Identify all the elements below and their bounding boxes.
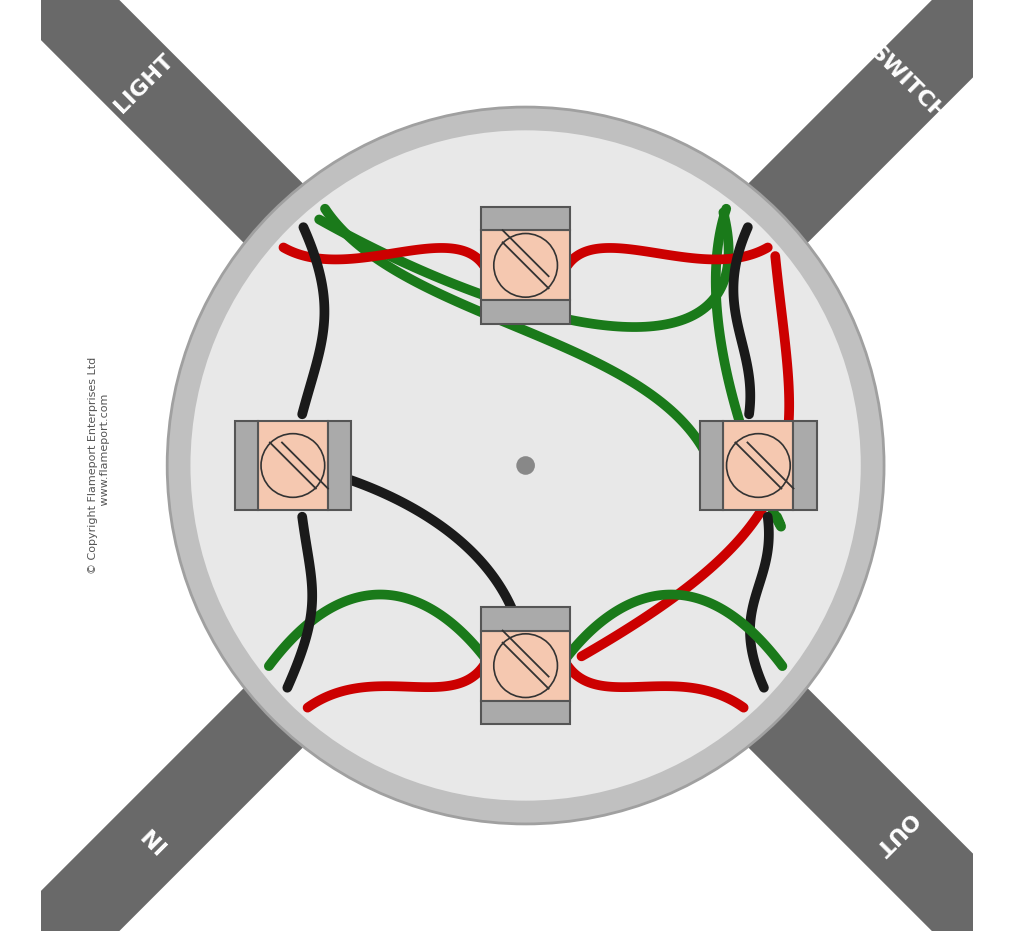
- FancyBboxPatch shape: [328, 421, 351, 510]
- Text: IN: IN: [137, 821, 170, 854]
- FancyBboxPatch shape: [482, 608, 570, 631]
- FancyBboxPatch shape: [482, 208, 570, 231]
- FancyBboxPatch shape: [258, 421, 328, 510]
- Polygon shape: [746, 0, 1014, 245]
- Circle shape: [494, 634, 558, 697]
- Circle shape: [261, 434, 324, 497]
- Polygon shape: [0, 686, 305, 931]
- Circle shape: [494, 234, 558, 297]
- Polygon shape: [746, 686, 1014, 931]
- Circle shape: [516, 456, 535, 475]
- FancyBboxPatch shape: [234, 421, 258, 510]
- Circle shape: [167, 107, 884, 824]
- Text: OUT: OUT: [869, 809, 920, 859]
- Circle shape: [191, 130, 861, 801]
- Text: LIGHT: LIGHT: [111, 50, 177, 117]
- Polygon shape: [0, 0, 305, 245]
- Circle shape: [726, 434, 790, 497]
- FancyBboxPatch shape: [482, 631, 570, 701]
- FancyBboxPatch shape: [482, 231, 570, 301]
- FancyBboxPatch shape: [723, 421, 793, 510]
- Text: © Copyright Flameport Enterprises Ltd
         www.flameport.com: © Copyright Flameport Enterprises Ltd ww…: [88, 357, 111, 574]
- FancyBboxPatch shape: [793, 421, 816, 510]
- FancyBboxPatch shape: [482, 301, 570, 324]
- FancyBboxPatch shape: [701, 421, 723, 510]
- FancyBboxPatch shape: [482, 701, 570, 724]
- Text: SWITCH: SWITCH: [866, 42, 949, 126]
